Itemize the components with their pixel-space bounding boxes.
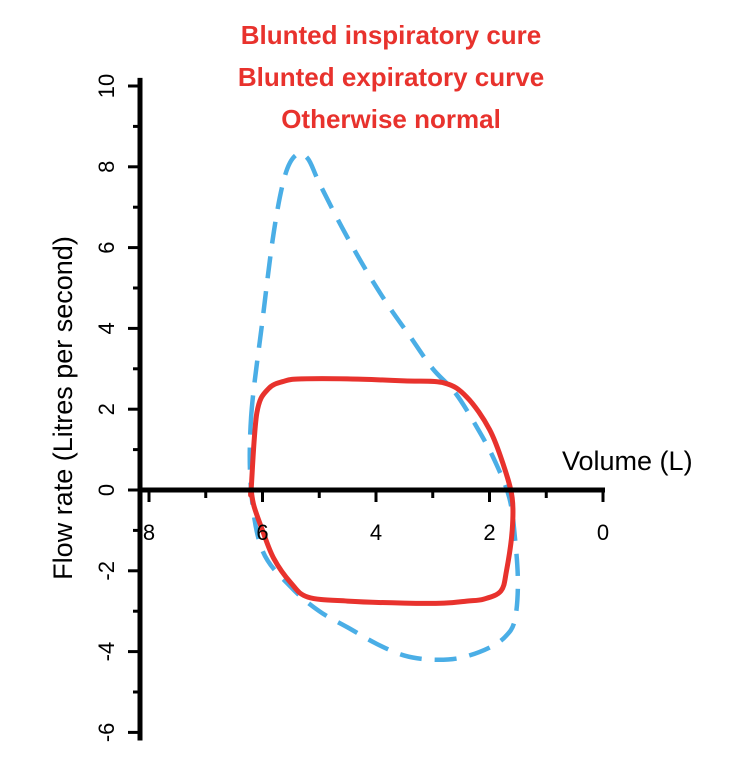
x-tick-label: 0 xyxy=(597,520,609,545)
annotations: Blunted inspiratory cure Blunted expirat… xyxy=(238,20,544,134)
x-ticks: 8 6 4 2 0 xyxy=(143,490,609,545)
y-axis-title: Flow rate (Litres per second) xyxy=(48,236,78,580)
annotation-line-3: Otherwise normal xyxy=(281,104,501,134)
series-normal-dashed xyxy=(247,151,521,663)
y-tick-label: -6 xyxy=(94,723,119,743)
x-axis-title: Volume (L) xyxy=(562,446,693,476)
x-tick-label: 8 xyxy=(143,520,155,545)
y-tick-label: -2 xyxy=(94,561,119,581)
y-tick-label: -4 xyxy=(94,642,119,662)
x-tick-label: 6 xyxy=(256,520,268,545)
y-tick-label: 4 xyxy=(94,322,119,334)
series-blunted-solid xyxy=(248,376,516,606)
y-tick-label: 10 xyxy=(94,74,119,98)
y-tick-label: 6 xyxy=(94,241,119,253)
y-ticks: 10 8 6 4 2 0 -2 -4 -6 xyxy=(94,74,140,742)
annotation-line-2: Blunted expiratory curve xyxy=(238,62,544,92)
annotation-line-1: Blunted inspiratory cure xyxy=(241,20,542,50)
y-tick-label: 0 xyxy=(94,484,119,496)
x-tick-label: 4 xyxy=(370,520,382,545)
series-layer xyxy=(247,151,521,663)
y-tick-label: 2 xyxy=(94,403,119,415)
x-tick-label: 2 xyxy=(483,520,495,545)
y-tick-label: 8 xyxy=(94,161,119,173)
